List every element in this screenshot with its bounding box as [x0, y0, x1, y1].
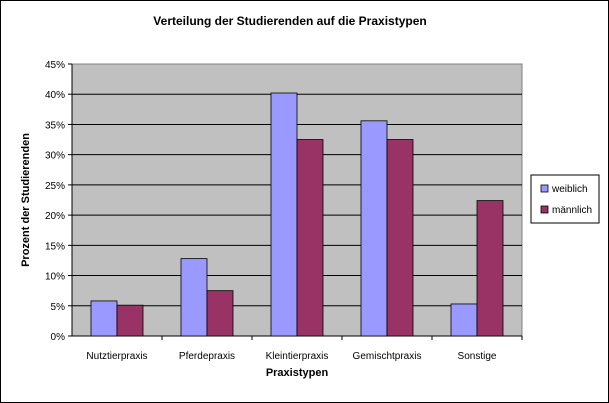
bar-maennlich — [206, 290, 234, 337]
x-axis-ticks: Nutztierpraxis Pferdepraxis Kleintierpraxi… — [86, 336, 523, 362]
y-tick-label: 35% — [45, 120, 65, 131]
legend-label-maennlich: männlich — [552, 205, 592, 216]
legend-label-weiblich: weiblich — [551, 184, 588, 195]
bars — [90, 92, 504, 337]
bar-weiblich — [90, 300, 118, 337]
y-tick-label: 40% — [45, 90, 65, 101]
y-tick-label: 45% — [45, 60, 65, 71]
x-axis-label: Praxistypen — [266, 367, 329, 379]
bar-weiblich — [180, 258, 208, 337]
legend-swatch-weiblich — [540, 184, 549, 193]
y-tick-label: 20% — [45, 211, 65, 222]
chart-title: Verteilung der Studierenden auf die Prax… — [153, 14, 426, 28]
y-tick-label: 0% — [51, 332, 66, 343]
y-tick-label: 25% — [45, 181, 65, 192]
bar-weiblich — [450, 303, 478, 337]
y-tick-label: 15% — [45, 241, 65, 252]
y-tick-label: 30% — [45, 151, 65, 162]
bar-maennlich — [386, 139, 414, 337]
x-tick-label: Sonstige — [458, 351, 497, 362]
bar-maennlich — [476, 200, 504, 337]
bar-weiblich — [360, 120, 388, 337]
legend-box — [530, 174, 600, 224]
y-axis-label: Prozent der Studierenden — [20, 133, 32, 267]
bar-maennlich — [116, 304, 144, 337]
legend: weiblich männlich — [530, 174, 600, 224]
legend-swatch-maennlich — [540, 205, 549, 214]
x-tick-label: Gemischtpraxis — [353, 351, 422, 362]
y-tick-label: 10% — [45, 272, 65, 283]
bar-weiblich — [270, 92, 298, 337]
bar-maennlich — [296, 139, 324, 337]
x-tick-label: Kleintierpraxis — [266, 351, 329, 362]
y-tick-label: 5% — [51, 302, 66, 313]
x-tick-label: Pferdepraxis — [179, 351, 235, 362]
x-tick-label: Nutztierpraxis — [86, 351, 147, 362]
y-axis-ticks: 0% 5% 10% 15% 20% 25% 30% 35% 40% 45% — [45, 60, 522, 343]
